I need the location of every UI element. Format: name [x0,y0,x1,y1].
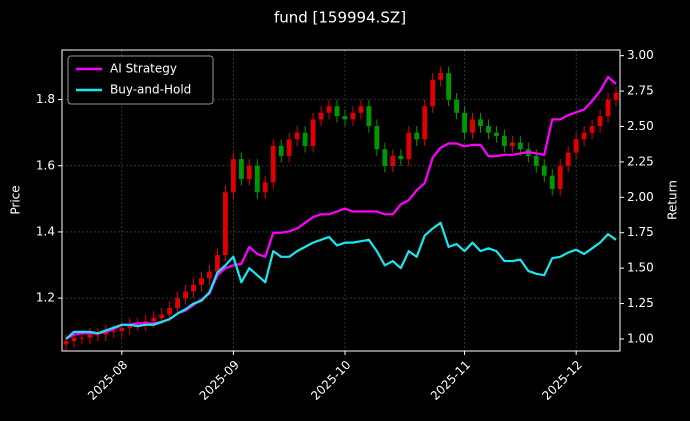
candle-body [581,132,587,140]
candle-body [230,159,236,193]
candle-body [533,155,539,166]
candle-body [366,106,372,127]
y2-tick-label: 2.25 [627,154,654,168]
candle-body [589,126,595,133]
candle-body [167,308,173,315]
candle-body [286,139,292,156]
candle-body [358,106,364,113]
candle-body [318,112,324,120]
candle-body [509,142,515,146]
candle-body [183,291,188,299]
y-tick-label: 1.4 [36,224,55,238]
candle-body [254,165,260,193]
y2-tick-label: 1.00 [627,331,654,345]
candle-body [557,165,563,189]
candle-body [246,165,252,179]
candle-body [446,73,452,100]
candle-body [414,132,420,140]
candle-body [191,284,196,292]
candle-body [87,334,93,338]
candle-body [127,324,133,328]
candle-body [541,165,547,176]
candle-body [111,331,117,333]
candle-body [135,324,141,326]
candle-body [302,132,308,146]
candle-body [517,142,523,150]
y-tick-label: 1.6 [36,158,55,172]
y2-tick-label: 1.25 [627,296,654,310]
candle-body [63,341,69,345]
y2-tick-label: 1.50 [627,261,654,275]
candle-body [294,132,300,140]
legend-box [67,55,214,105]
candle-body [494,132,499,136]
candle-body [159,314,165,318]
candle-body [406,132,412,160]
candle-body [326,106,332,113]
candle-body [549,175,555,189]
candle-body [605,99,611,117]
candle-body [71,337,77,342]
candle-body [613,93,619,100]
candle-body [438,73,444,80]
y2-tick-label: 2.00 [627,190,654,204]
y2-axis-label: Return [666,180,680,220]
candle-body [334,106,340,117]
plot-frame [61,49,621,352]
candle-body [398,155,404,160]
candle-body [462,112,467,133]
candle-body [342,116,348,120]
y2-tick-label: 3.00 [627,48,654,62]
candle-body [151,317,157,322]
candle-body [565,152,571,166]
y-axis-label: Price [9,185,23,214]
candle-body [238,159,244,179]
candle-body [470,119,475,133]
candle-body [573,139,579,153]
candle-body [215,255,220,272]
candle-body [278,145,284,156]
candle-body [382,149,388,166]
candle-body [207,271,212,279]
chart-title: fund [159994.SZ] [274,9,406,27]
candle-body [350,112,356,120]
candle-body [175,298,180,308]
candle-body [223,192,228,256]
candle-body [374,126,380,150]
candle-body [270,145,276,183]
candle-body [486,126,491,133]
candle-body [390,155,396,166]
y-tick-label: 1.2 [36,291,55,305]
y2-tick-label: 2.75 [627,84,654,98]
legend-label: AI Strategy [110,62,177,76]
candle-body [262,182,268,193]
y-tick-label: 1.8 [36,92,55,106]
candle-body [478,119,483,127]
return-line [65,221,617,340]
candle-body [95,334,101,336]
candle-body [597,116,603,127]
candle-body [422,106,428,140]
legend-label: Buy-and-Hold [110,83,191,97]
candle-body [119,327,125,332]
candle-body [310,119,316,146]
y2-tick-label: 1.75 [627,225,654,239]
candle-body [454,99,459,113]
y2-tick-label: 2.50 [627,119,654,133]
candle-body [199,278,204,285]
candle-body [502,136,507,146]
candle-body [79,337,85,339]
candle-body [430,79,436,107]
